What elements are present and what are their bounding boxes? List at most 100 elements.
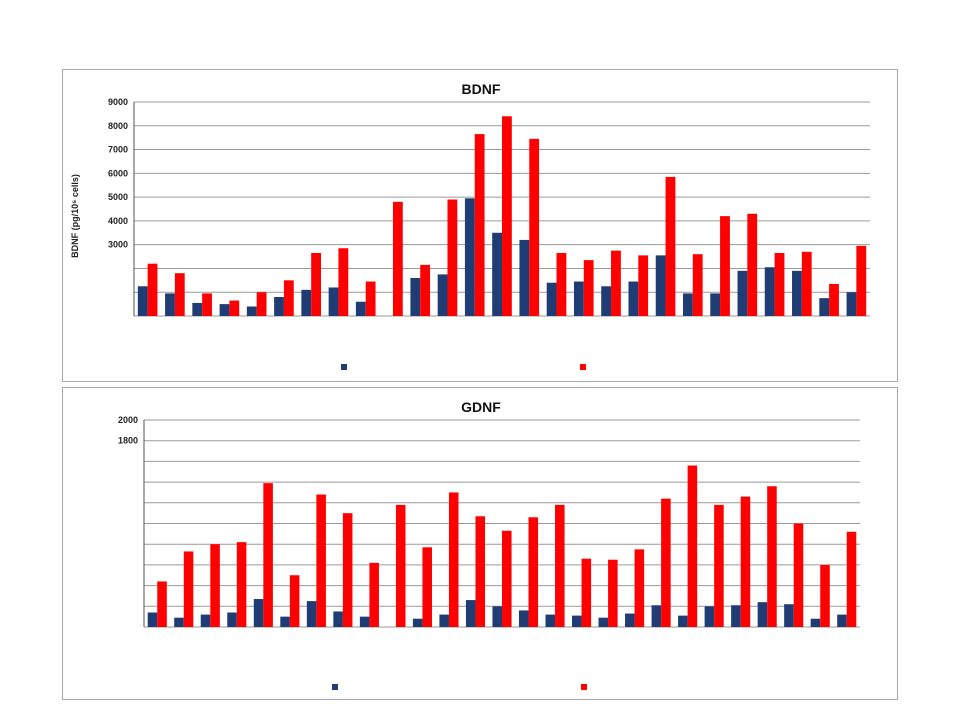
gdnf-bar-series-1-18	[598, 617, 609, 627]
bdnf-bar-series-2-5	[256, 292, 267, 316]
bdnf-bar-series-1-14	[492, 232, 502, 316]
bdnf-y-tick-label: 9000	[108, 97, 128, 107]
gdnf-bar-series-1-3	[200, 614, 211, 627]
gdnf-bar-series-2-22	[714, 504, 724, 627]
bdnf-bar-series-2-9	[365, 281, 376, 316]
bdnf-bar-series-2-23	[747, 213, 758, 316]
bdnf-bar-series-1-1	[137, 286, 148, 316]
gdnf-bar-series-1-12	[439, 614, 449, 627]
gdnf-bar-series-2-1	[157, 581, 167, 627]
bdnf-bar-series-2-4	[229, 300, 240, 316]
bdnf-bar-series-1-19	[628, 281, 639, 316]
gdnf-bar-series-2-18	[608, 559, 618, 627]
bdnf-bar-series-1-2	[165, 293, 175, 316]
bdnf-bar-series-2-12	[447, 199, 458, 316]
bdnf-legend-marker-series-2	[580, 364, 586, 370]
gdnf-bar-series-1-1	[147, 612, 158, 627]
bdnf-bar-series-2-7	[311, 252, 321, 316]
bdnf-bar-series-2-22	[720, 216, 730, 316]
bdnf-bar-series-1-4	[219, 304, 230, 316]
gdnf-legend-marker-series-1	[332, 684, 338, 690]
bdnf-bar-series-1-5	[246, 306, 257, 316]
bdnf-bar-series-2-11	[420, 264, 431, 316]
bdnf-bar-series-2-26	[829, 283, 839, 316]
bdnf-bar-series-2-21	[692, 254, 703, 316]
gdnf-bar-series-2-9	[369, 562, 379, 627]
gdnf-bar-series-2-23	[740, 496, 751, 627]
gdnf-bar-series-2-21	[687, 465, 698, 627]
bdnf-bar-series-1-26	[819, 298, 830, 316]
gdnf-bar-series-2-11	[422, 547, 432, 627]
bdnf-bar-series-2-13	[474, 134, 485, 316]
bdnf-bar-series-1-18	[601, 286, 612, 316]
gdnf-bar-series-2-20	[661, 498, 671, 627]
gdnf-bar-series-2-3	[210, 544, 220, 627]
bdnf-bar-series-1-20	[655, 255, 666, 316]
gdnf-bar-series-2-2	[183, 551, 194, 627]
gdnf-bar-series-1-27	[837, 614, 847, 627]
gdnf-bar-series-1-22	[704, 606, 715, 627]
gdnf-bar-series-1-25	[784, 604, 794, 627]
gdnf-bar-series-2-17	[581, 558, 592, 627]
bdnf-bar-series-2-2	[174, 273, 185, 316]
gdnf-bar-series-2-7	[316, 494, 326, 627]
gdnf-bar-series-1-4	[227, 612, 237, 627]
gdnf-bar-series-1-23	[731, 605, 741, 627]
gdnf-bar-series-2-26	[820, 564, 830, 627]
bdnf-bar-series-2-19	[638, 255, 649, 316]
gdnf-bar-series-1-9	[359, 616, 370, 627]
gdnf-bar-series-1-24	[757, 602, 768, 627]
bdnf-bar-series-1-21	[683, 293, 693, 316]
bdnf-chart: BDNF BDNF (pg/10⁶ cells) 3000 4000 5000 600…	[70, 81, 870, 370]
bdnf-chart-title: BDNF	[462, 81, 501, 97]
gdnf-bar-series-1-5	[253, 599, 264, 627]
bdnf-bar-series-1-15	[519, 239, 530, 316]
bdnf-y-tick-label: 4000	[108, 216, 128, 226]
gdnf-bar-series-1-13	[465, 600, 476, 627]
gdnf-bar-series-2-19	[634, 549, 645, 627]
bdnf-bar-series-2-10	[392, 201, 403, 316]
bdnf-bar-series-1-7	[301, 289, 312, 316]
gdnf-bar-series-1-17	[572, 615, 582, 627]
bdnf-bar-series-2-3	[202, 293, 212, 316]
gdnf-bar-series-2-4	[236, 542, 247, 627]
gdnf-bar-series-2-15	[528, 517, 539, 627]
bdnf-bar-series-2-14	[502, 116, 512, 316]
bdnf-bar-series-2-25	[801, 251, 812, 316]
bdnf-legend-marker-series-1	[341, 364, 347, 370]
gdnf-bar-series-2-5	[263, 483, 273, 627]
gdnf-y-tick-label: 2000	[118, 415, 138, 425]
gdnf-legend-marker-series-2	[581, 684, 587, 690]
bdnf-y-tick-label: 3000	[108, 240, 128, 250]
bdnf-bar-series-1-9	[355, 301, 366, 316]
bdnf-bar-series-1-27	[846, 292, 857, 316]
gdnf-bar-series-1-21	[678, 615, 688, 627]
gdnf-bar-series-2-8	[342, 513, 353, 627]
bdnf-bar-series-2-17	[583, 260, 594, 316]
bdnf-y-tick-label: 6000	[108, 168, 128, 178]
bdnf-bar-series-2-15	[529, 138, 540, 316]
gdnf-bar-series-2-24	[767, 486, 777, 627]
bdnf-bar-series-1-3	[192, 302, 203, 316]
bdnf-bar-series-2-16	[556, 252, 567, 316]
bdnf-bar-series-1-13	[464, 198, 475, 316]
bdnf-bar-series-1-23	[737, 270, 748, 316]
gdnf-bar-series-2-6	[289, 575, 300, 627]
gdnf-bar-series-1-11	[412, 618, 423, 627]
gdnf-bar-series-2-13	[475, 516, 486, 627]
bdnf-chart-panel: BDNF BDNF (pg/10⁶ cells) 3000 4000 5000 600…	[62, 69, 898, 382]
gdnf-bar-series-1-16	[545, 614, 556, 627]
gdnf-bar-series-2-12	[448, 492, 459, 627]
bdnf-bar-series-1-12	[437, 274, 448, 316]
gdnf-bar-series-1-2	[174, 617, 184, 627]
bdnf-bar-series-1-16	[546, 282, 557, 316]
bdnf-bar-series-2-6	[283, 280, 294, 316]
bdnf-bar-series-1-24	[764, 267, 775, 316]
gdnf-bar-series-1-26	[810, 618, 821, 627]
bdnf-bar-series-2-27	[856, 245, 867, 316]
bdnf-bar-series-1-8	[328, 287, 339, 316]
bdnf-bar-series-1-25	[792, 270, 802, 316]
gdnf-bar-series-2-16	[555, 504, 565, 627]
bdnf-bar-series-2-1	[147, 263, 158, 316]
gdnf-bar-series-2-14	[502, 530, 512, 627]
